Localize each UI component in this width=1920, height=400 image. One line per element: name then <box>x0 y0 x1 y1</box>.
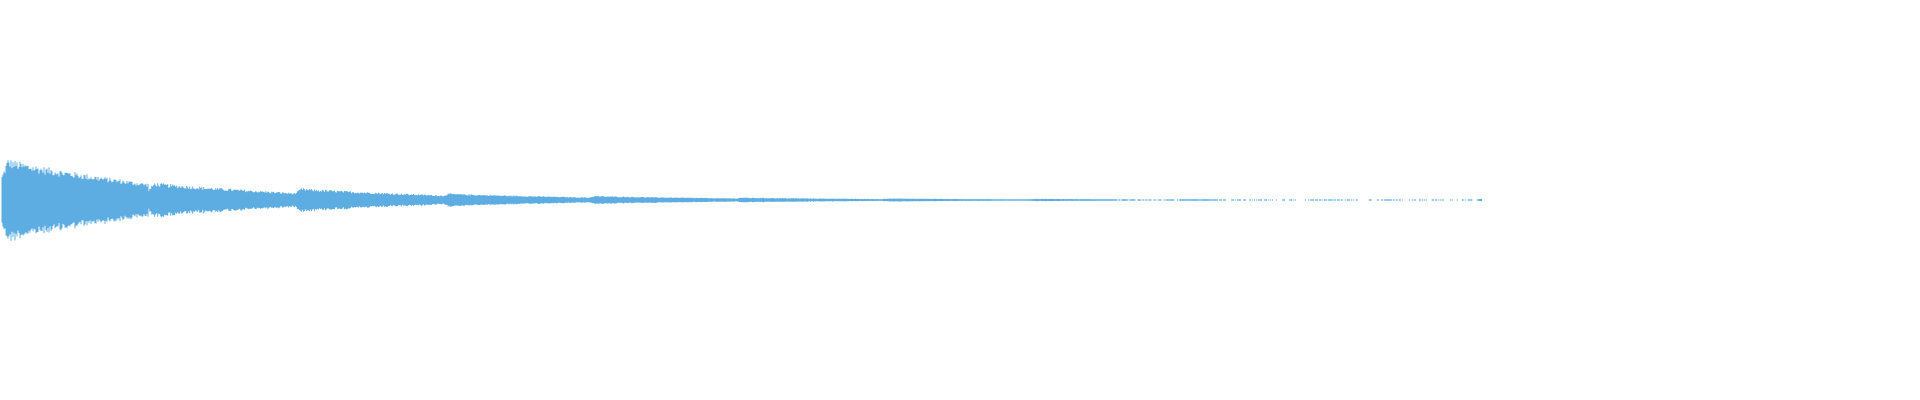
waveform-burst-4 <box>441 193 589 207</box>
waveform-burst-3 <box>294 188 442 212</box>
waveform-burst-6 <box>735 197 882 203</box>
waveform-burst-5 <box>588 196 736 204</box>
waveform-burst-8 <box>1028 198 1175 202</box>
waveform <box>1 160 1482 241</box>
waveform-tail-blip <box>1479 199 1482 201</box>
waveform-burst-9 <box>1177 199 1322 201</box>
waveform-burst-7 <box>881 198 1029 202</box>
waveform-burst-1 <box>1 160 149 241</box>
waveform-burst-11 <box>1468 199 1480 201</box>
waveform-burst-2 <box>148 183 296 218</box>
waveform-burst-10 <box>1321 199 1469 201</box>
